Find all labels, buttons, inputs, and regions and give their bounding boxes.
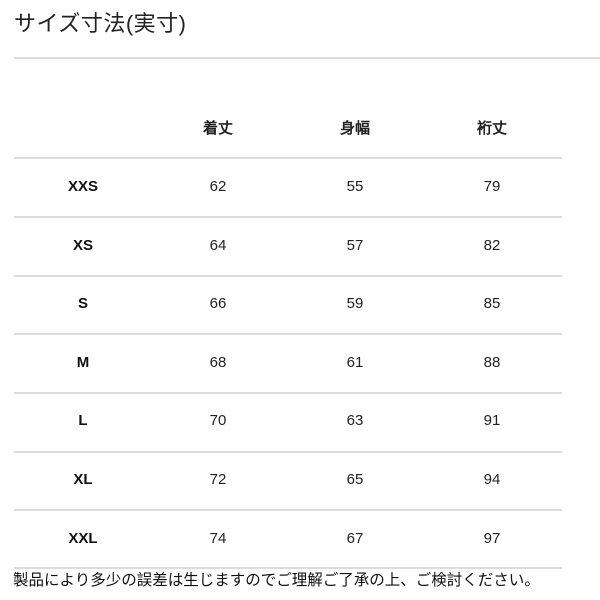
row-divider (14, 392, 562, 394)
cell-width: 57 (346, 236, 364, 254)
cell-sleeve: 79 (483, 178, 501, 195)
cell-width: 61 (346, 353, 364, 371)
cell-length: 66 (209, 295, 227, 313)
row-divider (14, 275, 562, 277)
cell-size: XXL (68, 529, 98, 547)
cell-size: XS (72, 236, 93, 254)
table-row: S 66 59 85 (14, 274, 562, 333)
cell-length: 64 (209, 236, 227, 254)
cell-sleeve: 91 (483, 412, 501, 430)
cell-sleeve: 88 (483, 353, 501, 371)
cell-width: 67 (346, 529, 364, 547)
header-cell-sleeve: 裄丈 (476, 120, 507, 137)
cell-length: 70 (209, 412, 227, 430)
title-divider (14, 57, 600, 59)
table-row: L 70 63 91 (14, 391, 562, 450)
cell-length: 62 (209, 178, 227, 195)
cell-width: 59 (346, 295, 364, 313)
table-row: XL 72 65 94 (14, 450, 562, 509)
cell-sleeve: 85 (483, 295, 501, 313)
table-row: XS 64 57 82 (14, 216, 562, 275)
cell-sleeve: 97 (483, 529, 501, 547)
cell-size: XL (73, 471, 93, 488)
row-divider (14, 333, 562, 335)
cell-sleeve: 82 (483, 236, 501, 254)
header-cell-size (23, 99, 143, 158)
cell-size: XXS (67, 178, 98, 195)
cell-sleeve: 94 (483, 471, 501, 488)
row-divider (14, 157, 562, 159)
cell-size: L (78, 412, 88, 430)
row-divider (14, 451, 562, 453)
cell-length: 72 (209, 471, 227, 488)
row-divider (14, 567, 562, 569)
disclaimer-note: 製品により多少の誤差は生じますのでご理解ご了承の上、ご検討ください。 (13, 572, 540, 589)
cell-size: S (77, 295, 88, 313)
table-row: XXS 62 55 79 (14, 157, 562, 216)
cell-size: M (76, 353, 90, 371)
cell-width: 65 (346, 471, 364, 488)
row-divider (14, 216, 562, 218)
cell-length: 74 (209, 529, 227, 547)
cell-width: 63 (346, 412, 364, 430)
table-row: M 68 61 88 (14, 333, 562, 392)
table-row: XXL 74 67 97 (14, 509, 562, 568)
page-title: サイズ寸法(実寸) (14, 11, 187, 36)
cell-length: 68 (209, 353, 227, 371)
cell-width: 55 (346, 178, 364, 195)
row-divider (14, 509, 562, 511)
header-cell-length: 着丈 (202, 120, 233, 137)
header-cell-width: 身幅 (339, 120, 370, 137)
table-header-row: 着丈 身幅 裄丈 (14, 99, 562, 158)
